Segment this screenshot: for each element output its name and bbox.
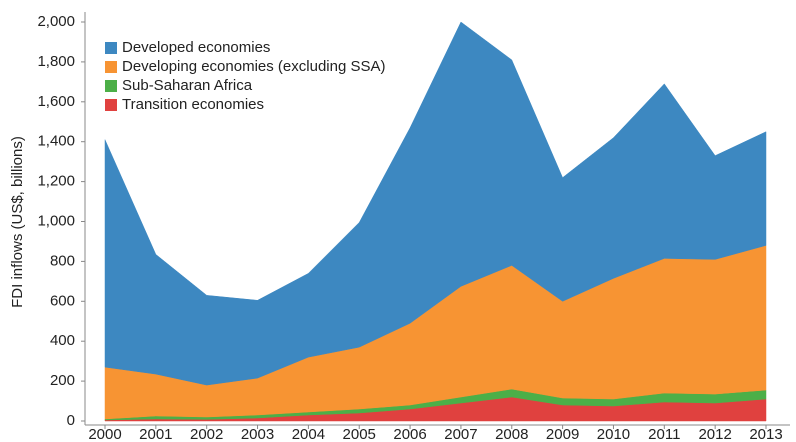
- y-tick-label: 1,000: [37, 212, 75, 229]
- legend-label: Developing economies (excluding SSA): [122, 58, 385, 75]
- y-tick-label: 1,800: [37, 53, 75, 70]
- y-tick-label: 1,200: [37, 173, 75, 190]
- legend-swatch: [105, 99, 117, 111]
- area: [104, 21, 767, 386]
- legend-label: Transition economies: [122, 96, 264, 113]
- y-tick-label: 1,400: [37, 133, 75, 150]
- y-tick-label: 1,600: [37, 93, 75, 110]
- legend-swatch: [105, 80, 117, 92]
- x-tick-label: 2005: [343, 426, 376, 442]
- y-tick-label: 200: [50, 372, 75, 389]
- y-tick-label: 800: [50, 252, 75, 269]
- legend-swatch: [105, 42, 117, 54]
- y-tick-label: 600: [50, 292, 75, 309]
- y-tick-label: 2,000: [37, 13, 75, 30]
- x-tick-label: 2013: [749, 426, 782, 442]
- x-tick-label: 2002: [190, 426, 223, 442]
- y-axis-label: FDI inflows (US$, billions): [9, 136, 26, 308]
- x-tick-label: 2010: [597, 426, 630, 442]
- x-tick-label: 2006: [393, 426, 426, 442]
- x-tick-label: 2009: [546, 426, 579, 442]
- x-tick-label: 2001: [139, 426, 172, 442]
- x-tick-label: 2008: [495, 426, 528, 442]
- legend-swatch: [105, 61, 117, 73]
- y-tick-label: 0: [67, 412, 75, 429]
- y-tick-label: 400: [50, 332, 75, 349]
- x-tick-label: 2003: [241, 426, 274, 442]
- x-tick-label: 2007: [444, 426, 477, 442]
- x-tick-label: 2004: [292, 426, 325, 442]
- legend-label: Developed economies: [122, 39, 270, 56]
- legend-label: Sub-Saharan Africa: [122, 77, 253, 94]
- x-tick-label: 2000: [88, 426, 121, 442]
- x-tick-label: 2012: [698, 426, 731, 442]
- x-tick-label: 2011: [648, 426, 680, 442]
